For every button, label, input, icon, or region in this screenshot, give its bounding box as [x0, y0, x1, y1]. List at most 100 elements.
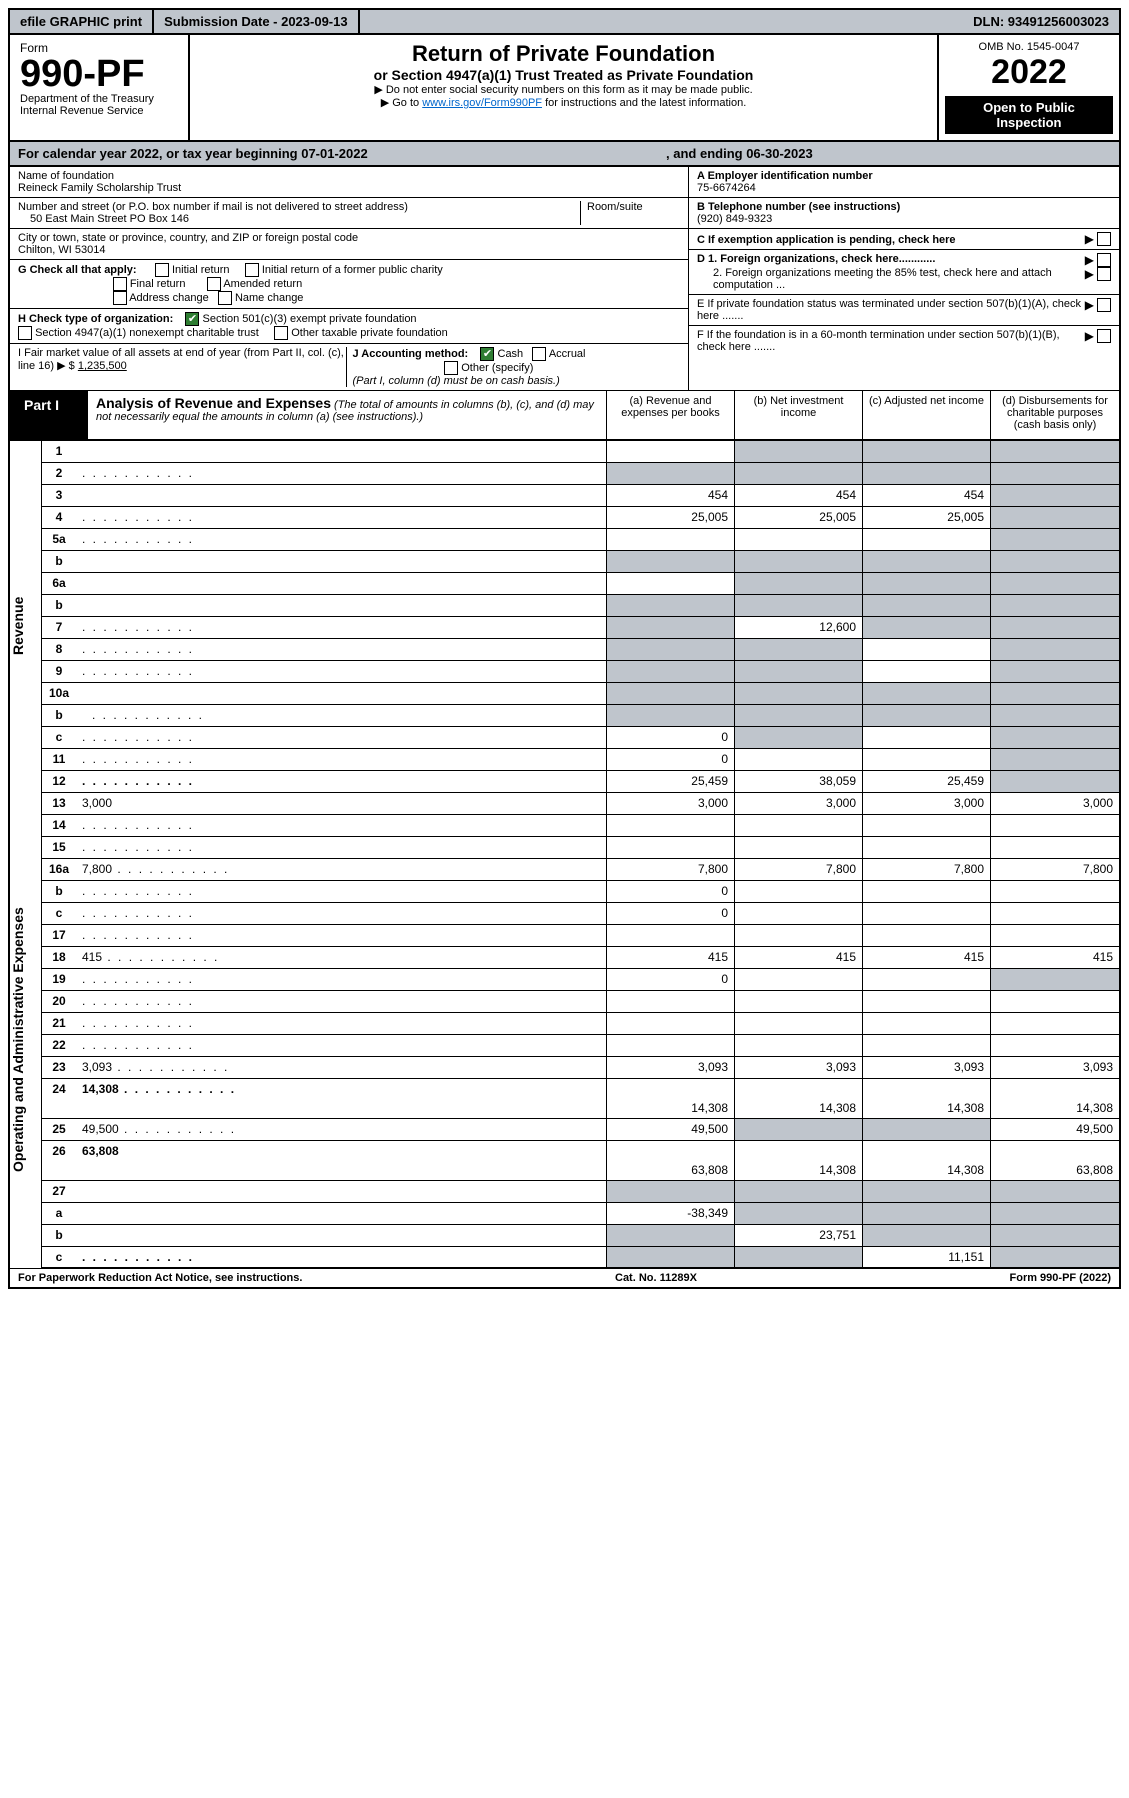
- value-col-c: [863, 441, 991, 462]
- value-col-b: [735, 815, 863, 836]
- line-desc: [78, 573, 607, 594]
- value-col-d: [991, 705, 1119, 726]
- check-final[interactable]: [113, 277, 127, 291]
- table-row: b: [40, 551, 1121, 573]
- check-f[interactable]: [1097, 329, 1111, 343]
- value-col-b: [735, 881, 863, 902]
- value-col-c: 11,151: [863, 1247, 991, 1267]
- value-col-c: 3,093: [863, 1057, 991, 1078]
- value-col-d: [991, 1035, 1119, 1056]
- value-col-d: [991, 1203, 1119, 1224]
- check-initial[interactable]: [155, 263, 169, 277]
- line-number: c: [40, 903, 78, 924]
- check-initial-public[interactable]: [245, 263, 259, 277]
- b-label: B Telephone number (see instructions): [697, 201, 900, 213]
- table-row: c11,151: [40, 1247, 1121, 1269]
- value-col-a: [607, 705, 735, 726]
- check-4947[interactable]: [18, 326, 32, 340]
- footer: For Paperwork Reduction Act Notice, see …: [8, 1269, 1121, 1289]
- table-row: b: [40, 595, 1121, 617]
- value-col-b: 3,000: [735, 793, 863, 814]
- line-number: b: [40, 551, 78, 572]
- street-address: 50 East Main Street PO Box 146: [18, 213, 580, 225]
- value-col-a: [607, 551, 735, 572]
- table-row: 190: [40, 969, 1121, 991]
- c-label: C If exemption application is pending, c…: [697, 234, 956, 246]
- line-desc: [78, 903, 607, 924]
- value-col-c: [863, 595, 991, 616]
- table-row: 18415415415415415: [40, 947, 1121, 969]
- value-col-b: 454: [735, 485, 863, 506]
- value-col-d: [991, 749, 1119, 770]
- foundation-name: Reineck Family Scholarship Trust: [18, 182, 680, 194]
- line-number: 9: [40, 661, 78, 682]
- check-d1[interactable]: [1097, 253, 1111, 267]
- line-desc: [78, 529, 607, 550]
- value-col-a: [607, 617, 735, 638]
- check-accrual[interactable]: [532, 347, 546, 361]
- check-c[interactable]: [1097, 232, 1111, 246]
- line-number: 11: [40, 749, 78, 770]
- value-col-b: [735, 925, 863, 946]
- value-col-c: [863, 1203, 991, 1224]
- value-col-b: 415: [735, 947, 863, 968]
- check-e[interactable]: [1097, 298, 1111, 312]
- table-row: 15: [40, 837, 1121, 859]
- value-col-d: [991, 661, 1119, 682]
- value-col-a: 25,459: [607, 771, 735, 792]
- line-desc: [78, 595, 607, 616]
- value-col-c: 415: [863, 947, 991, 968]
- efile-label[interactable]: efile GRAPHIC print: [10, 10, 154, 33]
- value-col-b: [735, 1203, 863, 1224]
- value-col-a: -38,349: [607, 1203, 735, 1224]
- value-col-a: [607, 991, 735, 1012]
- check-amended[interactable]: [207, 277, 221, 291]
- table-row: 2: [40, 463, 1121, 485]
- check-d2[interactable]: [1097, 267, 1111, 281]
- table-row: 712,600: [40, 617, 1121, 639]
- table-row: 110: [40, 749, 1121, 771]
- part-1-tab: Part I: [10, 391, 88, 439]
- value-col-d: [991, 617, 1119, 638]
- form990pf-link[interactable]: www.irs.gov/Form990PF: [422, 97, 542, 109]
- value-col-c: [863, 991, 991, 1012]
- value-col-b: [735, 903, 863, 924]
- footer-left: For Paperwork Reduction Act Notice, see …: [18, 1272, 302, 1284]
- line-desc: [78, 991, 607, 1012]
- table-row: 3454454454: [40, 485, 1121, 507]
- value-col-d: [991, 815, 1119, 836]
- check-other-method[interactable]: [444, 361, 458, 375]
- value-col-d: [991, 925, 1119, 946]
- value-col-a: 49,500: [607, 1119, 735, 1140]
- value-col-b: [735, 705, 863, 726]
- value-col-c: [863, 1181, 991, 1202]
- check-501c3[interactable]: [185, 312, 199, 326]
- line-desc: [78, 661, 607, 682]
- g-label: G Check all that apply:: [18, 264, 137, 276]
- line-number: b: [40, 1225, 78, 1246]
- h-label: H Check type of organization:: [18, 313, 173, 325]
- line-desc: [78, 441, 607, 462]
- table-row: 16a7,8007,8007,8007,8007,800: [40, 859, 1121, 881]
- check-cash[interactable]: [480, 347, 494, 361]
- value-col-b: [735, 529, 863, 550]
- table-row: b23,751: [40, 1225, 1121, 1247]
- omb-no: OMB No. 1545-0047: [945, 41, 1113, 53]
- value-col-c: [863, 1119, 991, 1140]
- line-number: 1: [40, 441, 78, 462]
- check-addr-change[interactable]: [113, 291, 127, 305]
- line-desc: [78, 705, 607, 726]
- value-col-b: [735, 639, 863, 660]
- value-col-c: [863, 683, 991, 704]
- value-col-d: [991, 529, 1119, 550]
- value-col-c: [863, 727, 991, 748]
- value-col-d: [991, 551, 1119, 572]
- table-row: 1225,45938,05925,459: [40, 771, 1121, 793]
- check-name-change[interactable]: [218, 291, 232, 305]
- value-col-d: [991, 837, 1119, 858]
- line-desc: 14,308: [78, 1079, 607, 1118]
- line-desc: [78, 727, 607, 748]
- value-col-c: [863, 573, 991, 594]
- check-other-taxable[interactable]: [274, 326, 288, 340]
- line-desc: [78, 1181, 607, 1202]
